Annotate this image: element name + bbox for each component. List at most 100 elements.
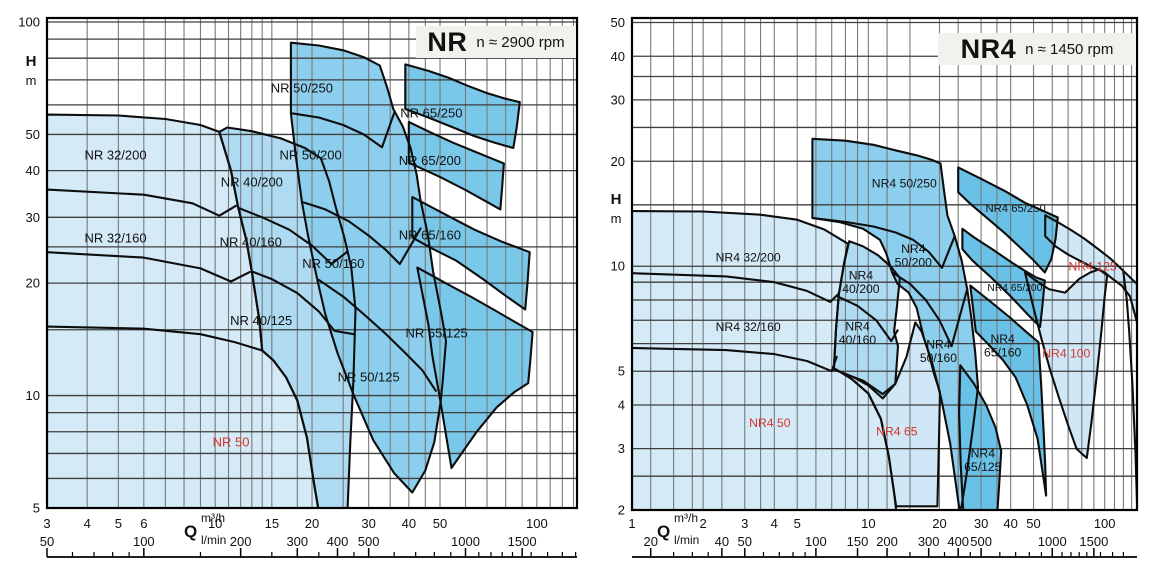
title-box-nr4: NR4 n ≈ 1450 rpm	[938, 33, 1136, 65]
y-tick-nr-40: 40	[26, 163, 40, 178]
series-rpm-nr: n ≈ 2900 rpm	[476, 33, 565, 51]
x-tick-lmin-nr4-300: 300	[918, 534, 940, 549]
outline-nr-50-family-area	[289, 41, 448, 494]
x-tick-m3h-nr-100: 100	[526, 516, 548, 531]
y-tick-nr4-40: 40	[611, 49, 625, 64]
y-tick-nr-5: 5	[33, 501, 40, 516]
x-tick-m3h-nr-50: 50	[433, 516, 447, 531]
region-fills-nr4	[632, 138, 1137, 510]
x-tick-lmin-nr4-100: 100	[805, 534, 827, 549]
ruler-nr4	[632, 548, 1137, 558]
y-tick-nr-50: 50	[26, 127, 40, 142]
region-nr4-100-area	[1025, 269, 1108, 458]
chart-nr: NR 32/200 NR 32/160 NR 40/200 NR 40/160 NR 4…	[18, 15, 579, 558]
label-nr4-50-200: NR4 50/200	[895, 242, 932, 269]
x-tick-m3h-nr4-30: 30	[974, 516, 988, 531]
region-nr-32-160-family-area	[47, 114, 319, 508]
x-tick-lmin-nr-1500: 1500	[508, 534, 537, 549]
label-nr-65-250: NR 65/250	[400, 106, 462, 121]
boundary-curve-nr4-2	[836, 295, 899, 343]
red-label-nr-50: NR 50	[213, 435, 250, 450]
label-nr4-65-200: NR4 65/200	[987, 283, 1042, 294]
label-nr4-40-200: NR4 40/200	[842, 269, 879, 296]
outline-nr-40-family-area	[218, 126, 357, 508]
region-nr4-50-family-area	[812, 138, 978, 510]
boundary-curve-nr-3	[237, 206, 349, 266]
plot-frame-nr	[45, 16, 579, 510]
label-nr-40-125: NR 40/125	[230, 313, 292, 328]
label-nr-65-200: NR 65/200	[399, 153, 461, 168]
x-tick-m3h-nr4-5: 5	[794, 516, 801, 531]
region-nr4-65-200	[962, 228, 1045, 327]
boundary-curve-nr-2	[47, 325, 264, 352]
y-tick-nr4-4: 4	[618, 398, 625, 413]
region-labels-nr4: NR4 32/200 NR4 32/160 NR4 50/250 NR4 65/250…	[716, 176, 1117, 473]
y-tick-nr-100: 100	[18, 15, 40, 30]
region-nr-65-250	[405, 64, 520, 148]
y-tick-nr-10: 10	[26, 388, 40, 403]
red-label-nr4-50: NR4 50	[749, 416, 791, 430]
title-box-nr: NR n ≈ 2900 rpm	[416, 26, 576, 58]
region-nr-65-125	[417, 267, 533, 468]
label-nr-40-160: NR 40/160	[220, 234, 282, 249]
boundary-curve-nr-6	[300, 200, 422, 266]
axes-nr: 100 50 40 30 20 10 5 Hm 3 4 5 6 10 15 20 30 40 50 100 50 100…	[18, 15, 547, 549]
region-outlines-nr	[47, 41, 534, 508]
x-tick-m3h-nr4-50: 50	[1026, 516, 1040, 531]
x-tick-m3h-nr-40: 40	[402, 516, 416, 531]
x-tick-m3h-nr4-20: 20	[932, 516, 946, 531]
x-axis-unit-m3h-nr: m³/h	[201, 511, 225, 525]
label-nr-50-125: NR 50/125	[338, 370, 400, 385]
x-tick-lmin-nr4-1000: 1000	[1038, 534, 1067, 549]
label-nr4-32-160: NR4 32/160	[716, 320, 781, 334]
boundary-curve-nr-1	[47, 251, 251, 283]
x-axis-label-nr: Q	[184, 522, 197, 541]
y-axis-label-nr: H	[26, 53, 37, 70]
outline-nr4-100-area	[1023, 268, 1109, 460]
x-tick-lmin-nr4-500: 500	[970, 534, 992, 549]
region-nr-65-160	[412, 197, 530, 310]
x-tick-m3h-nr-4: 4	[84, 516, 91, 531]
x-axis-unit-lmin-nr: l/min	[201, 533, 226, 547]
x-tick-m3h-nr-20: 20	[305, 516, 319, 531]
chart-nr4: NR4 32/200 NR4 32/160 NR4 50/250 NR4 65/250…	[611, 15, 1139, 558]
boundary-curve-nr4-4	[891, 271, 969, 348]
x-tick-lmin-nr-500: 500	[358, 534, 380, 549]
label-nr-50-200: NR 50/200	[280, 148, 342, 163]
x-tick-m3h-nr4-4: 4	[771, 516, 778, 531]
x-tick-lmin-nr-200: 200	[230, 534, 252, 549]
label-nr4-65-160: NR4 65/160	[984, 332, 1021, 359]
label-nr4-65-125: NR4 65/125	[964, 446, 1001, 473]
x-axis-unit-m3h-nr4: m³/h	[674, 511, 698, 525]
label-nr-65-125: NR 65/125	[406, 326, 468, 341]
region-nr-65-200	[408, 122, 504, 210]
region-nr4-65-160	[970, 285, 1047, 496]
label-nr4-32-200: NR4 32/200	[716, 251, 781, 265]
x-tick-m3h-nr-10: 10	[208, 516, 222, 531]
outline-nr4-65-200	[961, 227, 1046, 328]
y-axis-unit-nr: m	[26, 73, 37, 88]
x-tick-lmin-nr4-200: 200	[876, 534, 898, 549]
red-label-nr4-100: NR4 100	[1042, 347, 1090, 361]
boundary-curve-nr-5	[289, 112, 396, 149]
x-tick-m3h-nr-3: 3	[43, 516, 50, 531]
x-tick-lmin-nr-1000: 1000	[451, 534, 480, 549]
label-nr-40-200: NR 40/200	[221, 175, 283, 190]
y-tick-nr-20: 20	[26, 276, 40, 291]
red-label-nr4-65: NR4 65	[876, 424, 918, 438]
boundary-curve-nr-0	[47, 188, 237, 217]
y-tick-nr4-2: 2	[618, 503, 625, 518]
y-tick-nr4-20: 20	[611, 154, 625, 169]
y-tick-nr-30: 30	[26, 210, 40, 225]
series-rpm-nr4: n ≈ 1450 rpm	[1025, 40, 1114, 58]
region-nr4-65-250	[958, 167, 1058, 273]
label-nr-50-160: NR 50/160	[302, 256, 364, 271]
label-nr-32-160: NR 32/160	[84, 231, 146, 246]
outline-nr4-65-125	[958, 364, 1003, 510]
region-nr4-65-area	[841, 322, 940, 507]
boundary-curve-nr4-5	[1122, 271, 1137, 504]
x-tick-lmin-nr4-1500: 1500	[1079, 534, 1108, 549]
region-nr4-32-family-area	[632, 211, 897, 510]
y-tick-nr4-10: 10	[611, 259, 625, 274]
